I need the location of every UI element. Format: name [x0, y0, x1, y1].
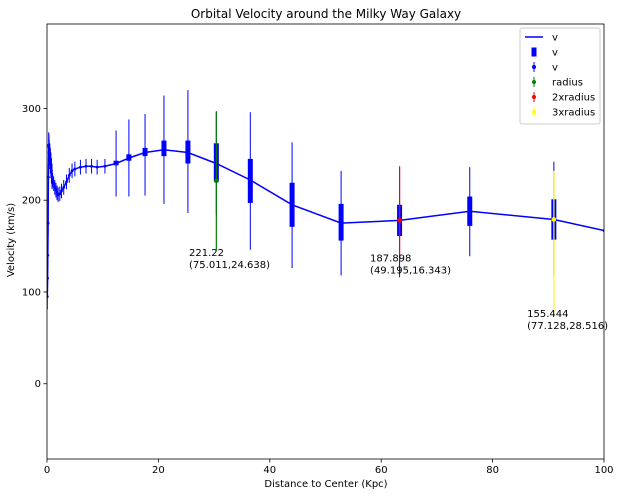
data-point — [143, 151, 147, 154]
data-point — [103, 164, 107, 168]
2xradius-marker — [397, 218, 402, 223]
data-point — [60, 189, 63, 193]
data-point — [67, 174, 71, 177]
radius-marker — [214, 178, 219, 184]
legend-marker-handle — [532, 80, 536, 84]
legend-box-handle — [531, 47, 537, 57]
data-point — [65, 180, 68, 184]
data-point — [49, 163, 53, 167]
legend-box — [519, 27, 601, 125]
legend-marker-handle — [532, 65, 536, 69]
data-point — [48, 159, 52, 163]
y-axis-title: Velocity (km/s) — [6, 203, 17, 277]
data-point — [162, 148, 166, 152]
annotation-coords: (75.011,24.638) — [189, 260, 270, 271]
data-point — [52, 182, 56, 186]
x-tick-label: 100 — [594, 465, 613, 476]
plot-area: 221.22(75.011,24.638) 187.898(49.195,16.3… — [47, 90, 608, 332]
legend-label: 2xradius — [552, 93, 595, 104]
data-point — [70, 169, 74, 173]
x-tick-label: 0 — [44, 465, 50, 476]
data-point — [468, 209, 472, 213]
data-point — [79, 165, 82, 169]
data-point — [50, 169, 53, 173]
data-point — [47, 295, 49, 298]
data-point — [50, 174, 54, 178]
data-point — [54, 188, 58, 192]
annotation-value: 155.444 — [527, 309, 568, 320]
3xradius-marker — [551, 217, 557, 222]
y-tick-label: 100 — [22, 287, 41, 298]
x-tick-label: 60 — [375, 465, 388, 476]
data-point — [290, 203, 294, 207]
x-tick-label: 40 — [263, 465, 276, 476]
y-tick-label: 300 — [22, 104, 41, 115]
x-axis-title: Distance to Center (Kpc) — [264, 479, 387, 490]
data-point — [48, 154, 52, 158]
data-point — [47, 253, 50, 257]
data-point — [114, 162, 118, 165]
data-point — [58, 192, 62, 196]
data-point — [127, 156, 131, 160]
y-tick-label: 0 — [35, 379, 41, 390]
legend-label: v — [552, 33, 558, 44]
data-point — [95, 165, 99, 169]
data-point — [53, 185, 57, 189]
legend-label: radius — [552, 78, 583, 89]
data-point — [84, 164, 88, 168]
x-tick-label: 80 — [486, 465, 499, 476]
data-point — [73, 167, 77, 171]
legend-label: v — [552, 48, 558, 59]
data-point — [47, 151, 51, 154]
annotation-value: 221.22 — [189, 248, 224, 259]
data-point — [47, 175, 50, 179]
axes: 0 20 40 60 80 100 0 100 200 300 — [22, 23, 614, 476]
plot-series-group — [47, 90, 604, 313]
data-point — [62, 185, 66, 189]
data-point — [339, 221, 343, 225]
data-point — [47, 221, 50, 225]
legend-label: 3xradius — [552, 108, 595, 119]
data-point — [51, 178, 54, 182]
annotation-value: 187.898 — [370, 254, 411, 265]
x-tick-label: 20 — [152, 465, 165, 476]
legend-marker-handle — [532, 110, 536, 114]
data-point — [47, 276, 49, 280]
legend-label: v — [552, 63, 558, 74]
data-point — [47, 145, 51, 149]
velocity-line — [47, 145, 604, 297]
plot-frame — [46, 23, 605, 460]
data-point — [186, 151, 190, 154]
chart-title: Orbital Velocity around the Milky Way Ga… — [191, 7, 461, 21]
annotation-coords: (77.128,28.516) — [527, 321, 608, 332]
data-point — [90, 164, 93, 168]
annotation-coords: (49.195,16.343) — [370, 266, 451, 277]
data-point — [248, 178, 252, 182]
legend-marker-handle — [532, 95, 536, 99]
y-tick-label: 200 — [22, 196, 41, 207]
